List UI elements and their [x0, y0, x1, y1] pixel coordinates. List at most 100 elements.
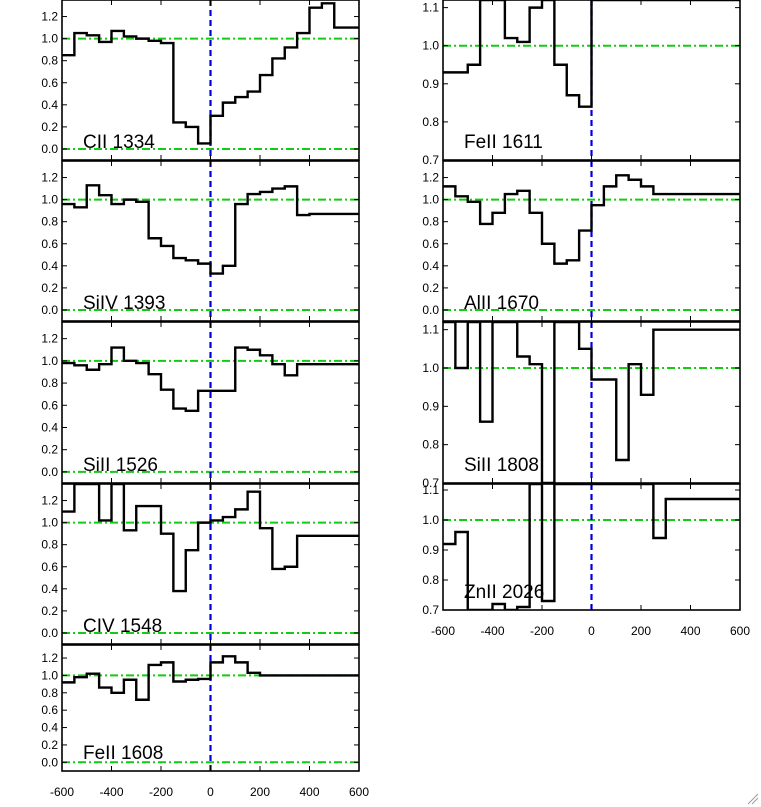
- y-tick-label: 0.0: [41, 465, 58, 479]
- plot-area: [62, 484, 359, 644]
- plot-area: [443, 322, 740, 483]
- plot-area: [62, 645, 359, 771]
- y-tick-label: 0.4: [41, 98, 58, 112]
- y-tick-label: 0.2: [41, 738, 58, 752]
- plot-area: [443, 0, 740, 160]
- plot-area: [443, 484, 740, 610]
- x-tick-label: -400: [99, 785, 123, 799]
- y-tick-label: 0.7: [422, 153, 439, 167]
- y-tick-label: 1.2: [41, 651, 58, 665]
- x-tick-label: -600: [431, 624, 455, 638]
- y-tick-label: 0.6: [41, 560, 58, 574]
- y-tick-label: 1.0: [422, 39, 439, 53]
- panel: 0.7 0.8 0.9 1.0 1.1 SiII 1808: [422, 321, 741, 490]
- y-tick-label: 1.0: [41, 516, 58, 530]
- x-tick-label: 200: [250, 785, 270, 799]
- y-tick-label: 0.9: [422, 399, 439, 413]
- spectrum-line: [443, 174, 740, 265]
- y-tick-label: 0.0: [41, 755, 58, 769]
- y-tick-label: 1.2: [41, 494, 58, 508]
- y-tick-label: 0.2: [41, 281, 58, 295]
- y-tick-label: 0.6: [41, 398, 58, 412]
- panel-label: SiII 1808: [464, 455, 539, 476]
- y-tick-label: 0.8: [422, 573, 439, 587]
- panel-label: SiII 1526: [83, 455, 158, 476]
- x-tick-label: 600: [730, 624, 750, 638]
- panel-label: FeII 1611: [464, 132, 543, 153]
- y-tick-label: 1.1: [422, 483, 439, 497]
- panel-label: CII 1334: [83, 132, 155, 153]
- y-tick-label: 0.2: [41, 120, 58, 134]
- y-tick-label: 0.9: [422, 77, 439, 91]
- x-tick-label: -600: [50, 785, 74, 799]
- y-tick-label: 0.8: [422, 215, 439, 229]
- panel: 0.0 0.2 0.4 0.6 0.8 1.0 1.2 CIV 1548: [41, 483, 360, 645]
- y-tick-label: 0.2: [41, 604, 58, 618]
- x-tick-label: -200: [530, 624, 554, 638]
- panel-label: ZnII 2026: [464, 582, 544, 603]
- y-tick-label: 0.4: [41, 420, 58, 434]
- panel: 0.0 0.2 0.4 0.6 0.8 1.0 1.2 FeII 1608 -600 -400 -2…: [41, 644, 369, 799]
- panel: 0.0 0.2 0.4 0.6 0.8 1.0 1.2 SiII 1526: [41, 321, 360, 484]
- x-tick-label: 400: [299, 785, 319, 799]
- panel-label: AlII 1670: [464, 293, 539, 314]
- panel: 0.7 0.8 0.9 1.0 1.1 FeII 1611: [422, 0, 741, 167]
- y-tick-label: 1.0: [41, 668, 58, 682]
- y-tick-label: 0.8: [41, 376, 58, 390]
- y-tick-label: 1.1: [422, 1, 439, 15]
- x-tick-label: -400: [480, 624, 504, 638]
- y-tick-label: 0.2: [422, 281, 439, 295]
- x-tick-label: 400: [680, 624, 700, 638]
- plot-area: [443, 161, 740, 321]
- x-tick-label: 0: [207, 785, 214, 799]
- spectrum-line: [443, 322, 740, 483]
- spectrum-line: [62, 655, 359, 701]
- y-tick-label: 0.7: [422, 476, 439, 490]
- spectrum-line: [443, 484, 740, 610]
- panel: 0.0 0.2 0.4 0.6 0.8 1.0 1.2 AlII 1670: [422, 160, 741, 322]
- y-tick-label: 0.4: [41, 582, 58, 596]
- y-tick-label: 0.8: [41, 686, 58, 700]
- x-tick-label: -200: [149, 785, 173, 799]
- y-tick-label: 0.6: [41, 76, 58, 90]
- y-tick-label: 0.0: [422, 303, 439, 317]
- y-tick-label: 0.4: [41, 721, 58, 735]
- y-tick-label: 0.6: [41, 703, 58, 717]
- y-tick-label: 0.6: [41, 237, 58, 251]
- resize-grip-icon[interactable]: [747, 793, 759, 805]
- y-tick-label: 0.6: [422, 237, 439, 251]
- spectrum-line: [62, 484, 359, 593]
- spectrum-line: [443, 0, 740, 108]
- y-tick-label: 0.9: [422, 543, 439, 557]
- plot-area: [62, 322, 359, 483]
- panel: 0.0 0.2 0.4 0.6 0.8 1.0 1.2 CII 1334: [41, 0, 360, 161]
- plot-area: [62, 161, 359, 321]
- y-tick-label: 0.4: [41, 259, 58, 273]
- y-tick-label: 0.8: [41, 215, 58, 229]
- panel: 0.0 0.2 0.4 0.6 0.8 1.0 1.2 SiIV 1393: [41, 160, 360, 322]
- spectrum-line: [62, 346, 359, 413]
- panel-label: SiIV 1393: [83, 293, 165, 314]
- y-tick-label: 0.8: [422, 438, 439, 452]
- y-tick-label: 1.0: [422, 193, 439, 207]
- panel: 0.7 0.8 0.9 1.0 1.1 ZnII 2026 -600 -400 -200 0 200…: [422, 483, 750, 638]
- y-tick-label: 0.0: [41, 142, 58, 156]
- y-tick-label: 0.0: [41, 303, 58, 317]
- y-tick-label: 1.0: [41, 32, 58, 46]
- y-tick-label: 0.0: [41, 626, 58, 640]
- spectrum-line: [62, 2, 359, 145]
- x-tick-label: 200: [631, 624, 651, 638]
- y-tick-label: 1.2: [41, 10, 58, 24]
- panel-label: FeII 1608: [83, 743, 163, 764]
- y-tick-label: 1.0: [422, 513, 439, 527]
- y-tick-label: 0.8: [41, 538, 58, 552]
- y-tick-label: 1.2: [422, 171, 439, 185]
- y-tick-label: 1.2: [41, 171, 58, 185]
- panel-label: CIV 1548: [83, 616, 162, 637]
- y-tick-label: 1.0: [41, 193, 58, 207]
- y-tick-label: 1.2: [41, 332, 58, 346]
- y-tick-label: 0.4: [422, 259, 439, 273]
- x-tick-label: 0: [588, 624, 595, 638]
